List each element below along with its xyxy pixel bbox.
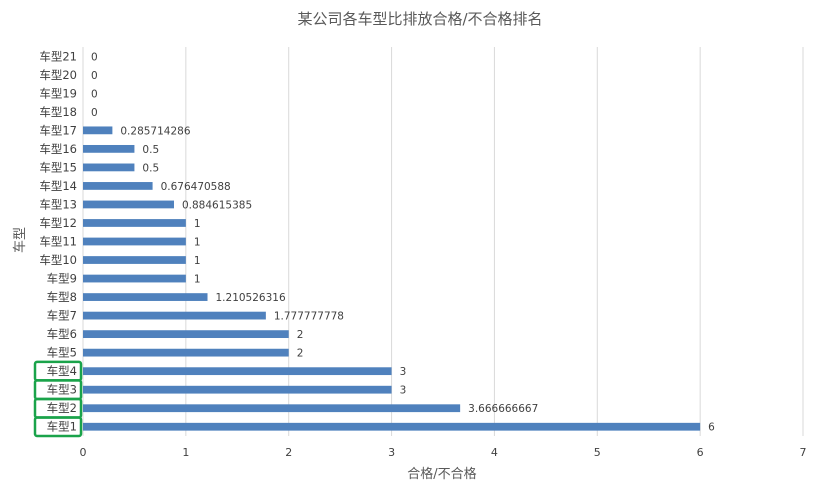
bar <box>83 126 113 135</box>
category-label: 车型18 <box>39 105 77 119</box>
bar <box>83 348 289 357</box>
category-label: 车型13 <box>39 197 77 211</box>
category-label: 车型7 <box>47 309 77 323</box>
bar <box>83 274 186 283</box>
data-label: 0.676470588 <box>161 181 231 193</box>
data-label: 0 <box>91 70 98 82</box>
data-label: 3 <box>400 385 407 397</box>
category-label: 车型9 <box>47 272 77 286</box>
data-label: 3.666666667 <box>468 403 538 415</box>
bar <box>83 385 392 394</box>
category-label: 车型4 <box>47 364 77 378</box>
bar <box>83 144 135 153</box>
x-tick-label: 5 <box>594 446 601 459</box>
gridlines <box>82 47 804 436</box>
bar <box>83 163 135 172</box>
bar <box>83 422 701 431</box>
data-label: 0.285714286 <box>120 125 190 137</box>
data-label: 0.884615385 <box>182 199 252 211</box>
data-label: 1 <box>194 255 201 267</box>
data-labels: 6 3.666666667 3 3 2 2 1.777777778 1.210526316 1 1… <box>91 51 715 433</box>
data-label: 0.5 <box>142 162 159 174</box>
data-label: 0 <box>91 107 98 119</box>
bar <box>83 367 392 376</box>
bar <box>83 182 153 190</box>
data-label: 1 <box>194 218 201 230</box>
bar <box>83 200 174 209</box>
x-tick-labels: 0 1 2 3 4 5 6 7 <box>80 446 807 459</box>
bar <box>83 404 461 413</box>
category-label: 车型6 <box>47 327 77 341</box>
highlight-boxes <box>33 360 83 438</box>
data-label: 2 <box>297 329 304 341</box>
category-label: 车型15 <box>39 160 77 174</box>
chart-title: 某公司各车型比排放合格/不合格排名 <box>297 10 542 28</box>
y-axis-title: 车型 <box>12 227 28 253</box>
data-label: 3 <box>400 366 407 378</box>
x-tick-label: 1 <box>182 446 189 459</box>
category-label: 车型5 <box>47 346 77 360</box>
x-tick-label: 0 <box>80 446 87 459</box>
x-axis-title: 合格/不合格 <box>407 466 476 482</box>
bar <box>83 256 186 264</box>
data-label: 1.210526316 <box>216 292 286 304</box>
category-label: 车型21 <box>39 49 77 63</box>
data-label: 6 <box>708 422 715 434</box>
category-label: 车型3 <box>47 383 77 397</box>
data-label: 2 <box>297 348 304 360</box>
x-tick-label: 6 <box>697 446 704 459</box>
data-label: 0.5 <box>142 144 159 156</box>
x-tick-label: 2 <box>285 446 292 459</box>
category-label: 车型8 <box>47 290 77 304</box>
category-label: 车型2 <box>47 401 77 415</box>
x-tick-label: 7 <box>800 446 807 459</box>
category-label: 车型16 <box>39 142 77 156</box>
bar <box>83 237 186 246</box>
data-label: 0 <box>91 51 98 63</box>
category-label: 车型14 <box>39 179 77 193</box>
bar <box>83 219 186 227</box>
category-labels: 车型1 车型2 车型3 车型4 车型5 车型6 车型7 车型8 车型9 车型10 车型11 车型12 车… <box>39 49 77 433</box>
bar <box>83 311 266 320</box>
category-label: 车型17 <box>39 123 77 137</box>
data-label: 0 <box>91 88 98 100</box>
bar <box>83 293 208 301</box>
x-tick-label: 4 <box>491 446 498 459</box>
bar <box>83 330 289 339</box>
bars <box>83 126 701 431</box>
category-label: 车型20 <box>39 68 77 82</box>
category-label: 车型1 <box>47 420 77 434</box>
category-label: 车型10 <box>39 253 77 267</box>
category-label: 车型19 <box>39 86 77 100</box>
data-label: 1 <box>194 274 201 286</box>
data-label: 1.777777778 <box>274 311 344 323</box>
category-label: 车型11 <box>39 235 77 249</box>
category-label: 车型12 <box>39 216 77 230</box>
highlight-box <box>33 360 83 382</box>
data-label: 1 <box>194 237 201 249</box>
x-tick-label: 3 <box>388 446 395 459</box>
